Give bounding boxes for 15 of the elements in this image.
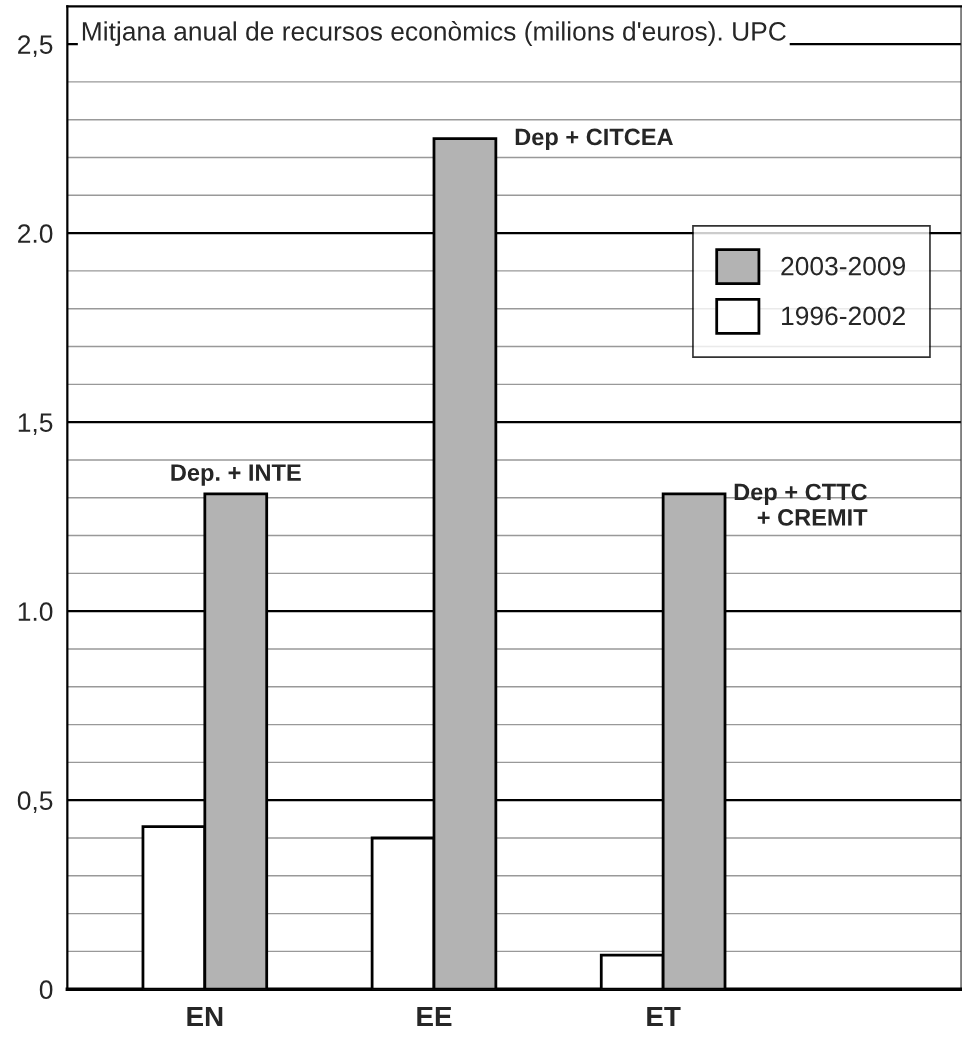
- y-tick-label: 0: [39, 980, 53, 1000]
- annotation: Dep + CTTC + CREMIT: [734, 483, 868, 526]
- legend-label: 2003-2009: [781, 256, 905, 276]
- y-tick-label: 1.0: [18, 602, 53, 621]
- legend-label: 1996-2002: [782, 306, 905, 326]
- y-tick-label: 0,5: [17, 791, 53, 814]
- x-tick-label: EE: [417, 1006, 452, 1026]
- y-tick-label: 2.0: [18, 224, 53, 243]
- text: Mitjana anual de recursos econòmics (milions d'euros). UPC: [82, 21, 786, 46]
- annotation: Dep + CITCEA: [515, 128, 673, 150]
- x-tick-label: ET: [647, 1006, 681, 1026]
- x-tick-label: EN: [187, 1006, 223, 1026]
- y-tick-label: 2,5: [18, 35, 53, 58]
- y-tick-label: 1,5: [18, 413, 53, 436]
- annotation: Dep. + INTE: [171, 464, 301, 486]
